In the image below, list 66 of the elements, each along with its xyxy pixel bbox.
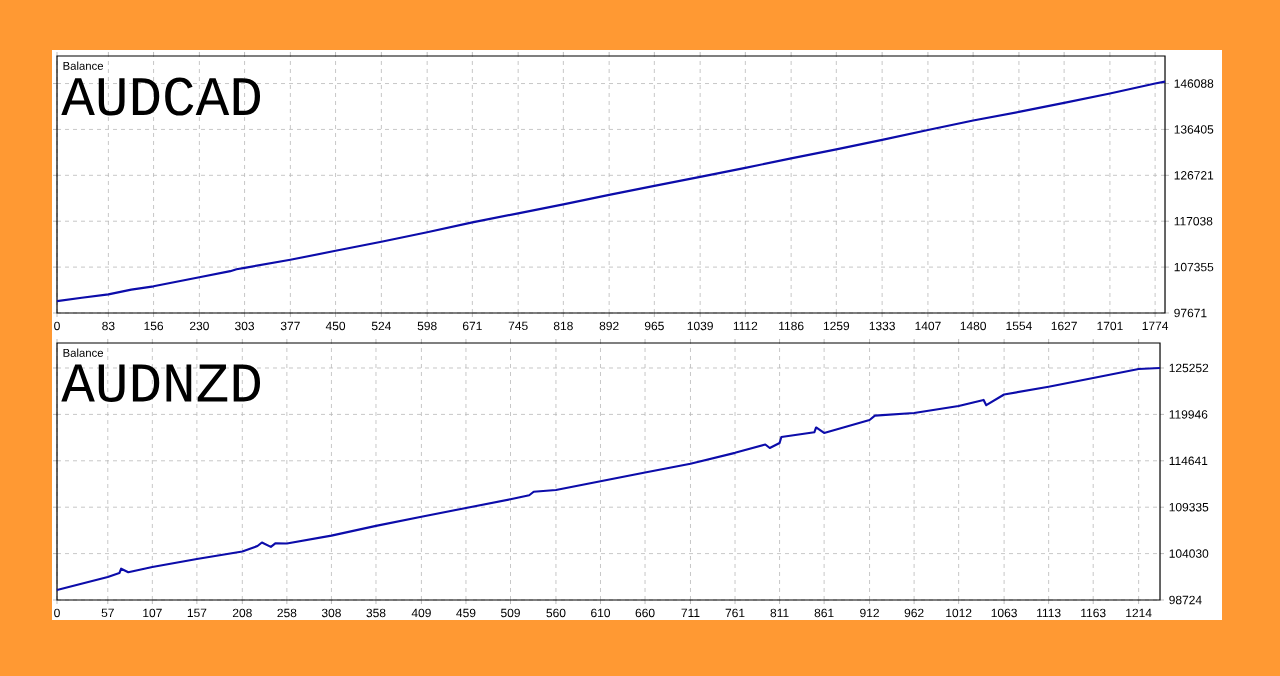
x-tick-label: 1012 bbox=[946, 608, 972, 618]
x-tick-label: 308 bbox=[321, 608, 341, 618]
x-tick-label: 598 bbox=[417, 321, 437, 331]
x-tick-label: 1214 bbox=[1126, 608, 1152, 618]
y-tick-label: 109335 bbox=[1169, 502, 1209, 512]
x-tick-label: 303 bbox=[235, 321, 255, 331]
y-tick-label: 114641 bbox=[1169, 456, 1208, 466]
y-axis-title: Balance bbox=[63, 348, 104, 357]
x-tick-label: 459 bbox=[456, 608, 476, 618]
x-tick-label: 57 bbox=[101, 608, 114, 618]
y-tick-label: 136405 bbox=[1174, 125, 1214, 134]
x-tick-label: 965 bbox=[644, 321, 664, 331]
y-tick-label: 126721 bbox=[1174, 171, 1214, 180]
x-tick-label: 107 bbox=[143, 608, 162, 618]
x-tick-label: 671 bbox=[462, 321, 482, 331]
x-tick-label: 1039 bbox=[687, 321, 713, 331]
x-tick-label: 1774 bbox=[1142, 321, 1169, 330]
x-tick-label: 156 bbox=[144, 321, 164, 331]
x-tick-label: 0 bbox=[54, 608, 60, 618]
x-tick-label: 1407 bbox=[915, 321, 941, 331]
x-tick-label: 230 bbox=[189, 321, 209, 331]
y-tick-label: 107355 bbox=[1174, 262, 1214, 272]
x-tick-label: 1701 bbox=[1097, 321, 1123, 331]
x-tick-label: 660 bbox=[635, 608, 655, 618]
y-tick-label: 104030 bbox=[1169, 549, 1209, 558]
y-axis-title: Balance bbox=[63, 61, 104, 70]
x-tick-label: 1186 bbox=[779, 321, 804, 331]
x-tick-label: 1554 bbox=[1006, 321, 1032, 331]
x-tick-label: 1112 bbox=[733, 321, 758, 331]
x-tick-label: 1063 bbox=[991, 608, 1017, 618]
x-tick-label: 1480 bbox=[960, 321, 986, 331]
y-tick-label: 117038 bbox=[1174, 216, 1213, 226]
y-tick-label: 97671 bbox=[1174, 308, 1207, 318]
x-tick-label: 1163 bbox=[1081, 608, 1106, 618]
x-tick-label: 1627 bbox=[1051, 321, 1077, 331]
x-tick-label: 157 bbox=[187, 608, 207, 618]
x-tick-label: 560 bbox=[546, 608, 566, 618]
chart-title: AUDNZD bbox=[61, 364, 261, 403]
x-tick-label: 524 bbox=[371, 321, 392, 331]
y-tick-label: 146088 bbox=[1174, 79, 1214, 88]
y-tick-label: 98724 bbox=[1169, 595, 1202, 605]
x-tick-label: 1333 bbox=[869, 321, 895, 331]
x-tick-label: 892 bbox=[599, 321, 619, 331]
chart-title: AUDCAD bbox=[61, 77, 261, 116]
x-tick-label: 811 bbox=[770, 608, 789, 618]
x-tick-label: 377 bbox=[280, 321, 300, 331]
x-tick-label: 818 bbox=[553, 321, 573, 331]
x-tick-label: 409 bbox=[411, 608, 431, 618]
x-tick-label: 745 bbox=[508, 321, 528, 331]
x-tick-label: 83 bbox=[102, 321, 115, 331]
x-tick-label: 610 bbox=[591, 608, 611, 618]
x-tick-label: 450 bbox=[325, 321, 346, 331]
x-tick-label: 1113 bbox=[1037, 608, 1061, 618]
x-tick-label: 1259 bbox=[823, 321, 850, 331]
y-tick-label: 125252 bbox=[1169, 363, 1209, 373]
x-tick-label: 258 bbox=[277, 608, 297, 618]
x-tick-label: 861 bbox=[814, 608, 834, 618]
y-tick-label: 119946 bbox=[1169, 410, 1208, 419]
x-tick-label: 912 bbox=[860, 608, 879, 618]
x-tick-label: 208 bbox=[232, 608, 252, 618]
x-tick-label: 509 bbox=[500, 608, 520, 618]
x-tick-label: 358 bbox=[366, 608, 386, 618]
x-tick-label: 962 bbox=[904, 608, 924, 618]
x-tick-label: 711 bbox=[681, 608, 700, 617]
x-tick-label: 761 bbox=[725, 608, 745, 618]
x-tick-label: 0 bbox=[54, 321, 60, 331]
